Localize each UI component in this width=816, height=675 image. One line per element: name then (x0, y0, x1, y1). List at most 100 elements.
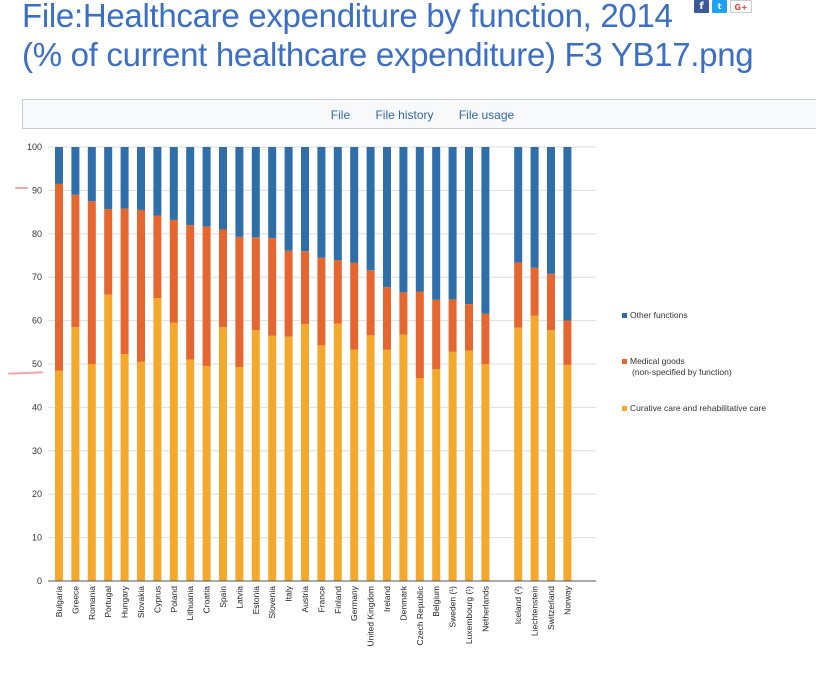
bar-segment (333, 260, 342, 324)
bar-segment (219, 229, 227, 328)
file-tabs: File File history File usage (22, 99, 816, 129)
bar-segment (350, 349, 359, 581)
facebook-icon[interactable]: f (694, 0, 709, 13)
x-tick-label: Austria (300, 586, 310, 613)
bar-segment (547, 273, 555, 331)
bar-segment (71, 147, 80, 195)
bar-segment (366, 147, 375, 271)
bar-segment (137, 209, 145, 362)
bar-segment (530, 147, 539, 268)
bar-segment (563, 364, 572, 581)
bar-segment (251, 147, 260, 238)
google-plus-icon[interactable]: G+ (730, 0, 752, 13)
bar-segment (137, 147, 145, 210)
x-tick-label: Switzerland (546, 586, 556, 630)
x-tick-label: Sweden (¹) (448, 586, 458, 628)
bar-segment (399, 292, 408, 335)
bar-segment (219, 327, 227, 581)
bar-segment (432, 369, 441, 581)
bar-segment (120, 208, 129, 355)
bar-segment (87, 201, 96, 364)
x-tick-label: Italy (284, 585, 294, 601)
tab-file-history[interactable]: File history (375, 108, 434, 122)
bar-segment (202, 366, 211, 581)
x-tick-label: United Kingdom (366, 586, 376, 646)
bar-segment (268, 147, 277, 239)
page-title: File:Healthcare expenditure by function,… (22, 0, 782, 74)
bar-segment (153, 215, 162, 299)
bar-segment (219, 147, 227, 230)
bar-segment (514, 262, 523, 328)
bar-segment (301, 147, 309, 252)
bar-segment (301, 324, 309, 581)
bar-segment (268, 238, 277, 336)
bar-segment (514, 327, 523, 581)
bar-segment (333, 323, 342, 581)
y-tick-label: 80 (32, 229, 42, 239)
bar-segment (350, 262, 359, 350)
x-tick-label: Romania (87, 586, 97, 620)
bar-segment (481, 313, 490, 364)
bar-segment (448, 351, 457, 581)
bar-segment (333, 147, 342, 261)
y-tick-label: 30 (32, 446, 42, 456)
x-tick-label: Ireland (382, 586, 392, 612)
bar-segment (251, 237, 260, 331)
bar-segment (366, 270, 375, 336)
tab-file[interactable]: File (330, 108, 351, 122)
x-tick-label: Czech Republic (415, 585, 425, 645)
bar-segment (530, 315, 539, 581)
bar-segment (55, 370, 63, 581)
bar-segment (481, 147, 490, 314)
page-title-line1: File:Healthcare expenditure by function,… (22, 0, 673, 34)
x-tick-label: Slovenia (267, 586, 277, 619)
tab-file-usage[interactable]: File usage (458, 108, 515, 122)
annotation-mark-upper (15, 187, 28, 189)
y-tick-label: 10 (32, 533, 42, 543)
bar-segment (465, 350, 473, 581)
legend-label: Curative care and rehabilitative care (630, 403, 766, 413)
bar-segment (186, 147, 195, 226)
share-bar: f t G+ (694, 0, 752, 13)
bar-segment (563, 320, 572, 365)
bar-segment (350, 147, 359, 263)
stacked-bar-chart: 0 10 20 30 40 50 60 70 80 90 100 Bulgaria Greece Roma… (27, 142, 766, 646)
x-tick-label: Cyprus (152, 586, 162, 613)
bar-segment (317, 345, 326, 581)
x-tick-label: Germany (349, 585, 359, 621)
legend-label: Other functions (630, 310, 688, 320)
bar-segment (235, 236, 244, 368)
y-tick-label: 20 (32, 489, 42, 499)
bar-segment (104, 147, 113, 210)
bar-segment (317, 257, 326, 346)
bar-segment (481, 364, 490, 581)
page-title-line2: (% of current healthcare expenditure) F3… (22, 36, 754, 73)
x-tick-label: Bulgaria (54, 586, 64, 617)
x-tick-label: Liechtenstein (530, 586, 540, 636)
bar-segment (251, 330, 260, 581)
bar-segment (284, 336, 293, 581)
bar-segment (399, 147, 408, 293)
bar-segment (153, 298, 162, 581)
y-tick-label: 90 (32, 185, 42, 195)
bar-segment (55, 147, 63, 184)
y-tick-label: 50 (32, 359, 42, 369)
bar-segment (383, 147, 391, 288)
y-tick-label: 0 (37, 576, 42, 586)
bar-segment (235, 367, 244, 581)
x-tick-label: Lithuania (185, 586, 195, 621)
x-tick-label: Denmark (398, 585, 408, 620)
y-tick-label: 70 (32, 272, 42, 282)
bar-segment (120, 147, 129, 209)
bar-segment (415, 147, 424, 292)
x-tick-label: Portugal (103, 586, 113, 618)
bar-segment (301, 251, 309, 325)
bar-segment (235, 147, 244, 237)
bar-segment (432, 147, 441, 300)
y-tick-label: 60 (32, 316, 42, 326)
bar-segment (104, 294, 113, 581)
bar-segment (186, 359, 195, 581)
bar-segment (55, 183, 63, 371)
twitter-icon[interactable]: t (712, 0, 727, 13)
bar-segment (432, 299, 441, 370)
